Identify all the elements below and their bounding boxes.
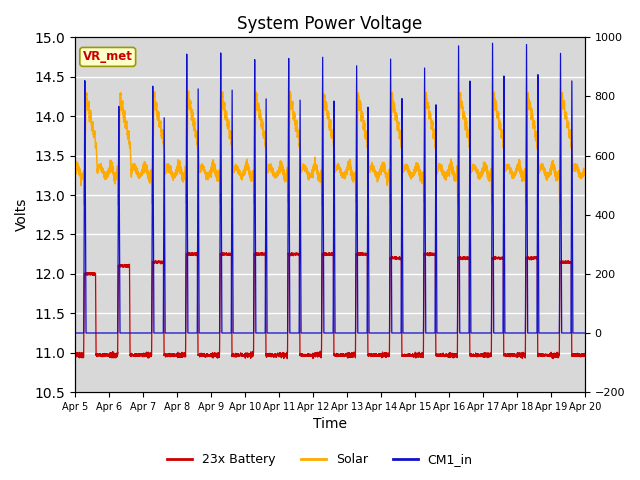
- 23x Battery: [472, 353, 480, 359]
- CM1_in: [400, 330, 408, 336]
- Line: 23x Battery: 23x Battery: [75, 252, 585, 359]
- 23x Battery: [284, 356, 291, 361]
- Solar: [180, 174, 188, 180]
- Legend: 23x Battery, Solar, CM1_in: 23x Battery, Solar, CM1_in: [163, 448, 477, 471]
- Title: System Power Voltage: System Power Voltage: [237, 15, 422, 33]
- Solar: [175, 162, 182, 168]
- Solar: [400, 166, 408, 172]
- Line: CM1_in: CM1_in: [75, 43, 585, 333]
- Solar: [472, 168, 480, 173]
- Text: VR_met: VR_met: [83, 50, 132, 63]
- CM1_in: [71, 330, 79, 336]
- 23x Battery: [259, 250, 266, 255]
- 23x Battery: [581, 350, 589, 356]
- CM1_in: [472, 330, 480, 336]
- Solar: [262, 143, 270, 149]
- Solar: [579, 171, 587, 177]
- CM1_in: [581, 330, 589, 336]
- 23x Battery: [175, 350, 182, 356]
- CM1_in: [489, 40, 497, 46]
- 23x Battery: [262, 353, 270, 359]
- Line: Solar: Solar: [75, 91, 585, 205]
- CM1_in: [175, 330, 182, 336]
- 23x Battery: [579, 353, 587, 359]
- CM1_in: [262, 138, 269, 144]
- Solar: [71, 169, 79, 175]
- X-axis label: Time: Time: [313, 418, 347, 432]
- CM1_in: [579, 330, 587, 336]
- 23x Battery: [180, 350, 188, 356]
- Y-axis label: Volts: Volts: [15, 198, 29, 231]
- Solar: [184, 88, 192, 94]
- Solar: [581, 166, 589, 172]
- 23x Battery: [71, 350, 79, 356]
- CM1_in: [180, 330, 188, 336]
- Solar: [114, 202, 122, 208]
- 23x Battery: [400, 352, 408, 358]
